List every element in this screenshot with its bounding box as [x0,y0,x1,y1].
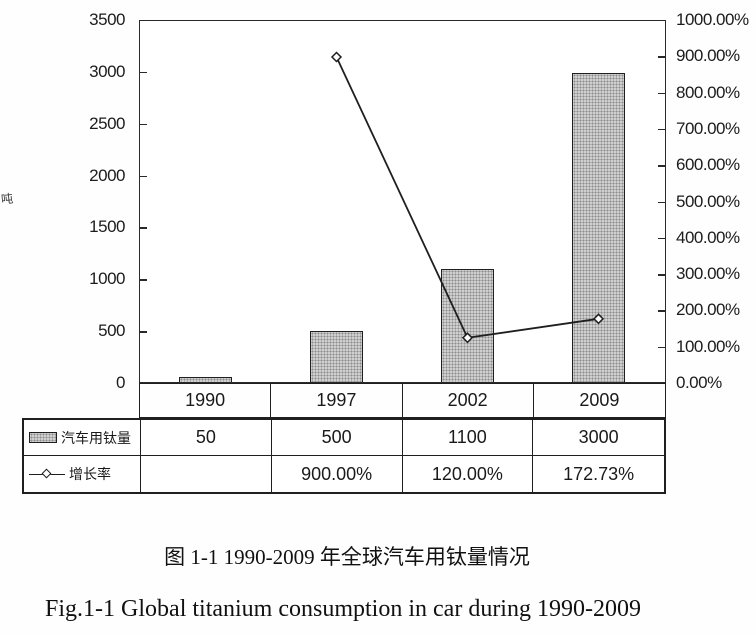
left-axis-tick-label: 500 [98,321,125,341]
table-value-cell: 3000 [533,420,664,456]
diamond-marker [330,51,343,63]
legend-cell-bar-swatch: 汽车用钛量 [24,420,141,456]
right-axis-tick-mark [658,237,665,240]
table-value-cell: 120.00% [403,456,534,492]
bar-2009 [572,73,625,382]
left-axis-tick-mark [140,175,147,178]
table-value-cell: 500 [271,420,403,456]
table-value-cell [141,456,272,492]
right-axis-tick-label: 700.00% [676,118,740,138]
right-axis-tick-mark [658,165,665,167]
x-axis-label-row: 1990 1997 2002 2009 [139,383,666,418]
right-axis-tick-mark [658,56,665,58]
right-axis-tick-label: 100.00% [676,336,740,356]
right-axis-tick-label: 500.00% [676,191,740,211]
left-axis-tick-mark [140,279,147,281]
table-value-cell: 1100 [402,420,534,456]
legend-label: 增长率 [69,466,111,482]
left-axis-tick-mark [140,227,147,230]
right-axis-tick-label: 1000.00% [676,10,749,29]
left-axis-tick-mark [140,123,147,126]
right-axis-tick-mark [658,92,665,95]
plot-area [139,20,666,383]
bar-swatch-icon [29,432,57,443]
left-axis-tick-mark [140,331,147,333]
legend-diamond [41,468,52,479]
growth-rate-line-series [330,51,605,344]
figure-caption-zh: 图 1-1 1990-2009 年全球汽车用钛量情况 [164,545,530,569]
table-value-cell: 172.73% [563,463,635,484]
table-value-cell: 900.00% [272,456,403,492]
figure-caption-en: Fig.1-1 Global titanium consumption in c… [45,596,641,622]
right-axis-tick-mark [658,274,665,276]
left-axis-tick-label: 1500 [89,217,125,237]
x-axis-label-2002: 2002 [403,384,534,417]
growth-rate-line [335,56,599,339]
right-axis-tick-label: 600.00% [676,155,740,175]
diamond-marker [592,313,605,325]
right-axis-tick-label: 900.00% [676,46,740,66]
legend-cell-line-marker: 增长率 [24,456,141,492]
left-axis-tick-label: 0 [116,373,125,392]
data-table: 汽车用钛量 50 500 1100 3000 增长率 900.00% 120.00% 172.7… [22,418,666,494]
left-axis-tick-label: 1000 [89,269,125,289]
line-diamond-icon [29,468,65,480]
legend-label: 汽车用钛量 [61,429,131,446]
bar-1997 [310,330,363,382]
bar-2002 [441,268,494,382]
left-axis-tick-label: 2500 [89,113,125,133]
right-axis-tick-label: 300.00% [676,264,740,284]
left-axis-tick-label: 3500 [89,10,125,29]
left-axis-unit-label: 吨 [0,191,14,207]
x-axis-label-1997: 1997 [271,384,403,417]
x-axis-label-2009: 2009 [579,390,620,410]
left-axis-tick-mark [140,71,147,74]
right-axis-tick-mark [658,310,665,312]
right-axis-tick-label: 800.00% [676,82,740,102]
bar-1990 [179,376,232,382]
right-axis-tick-mark [658,346,665,349]
right-axis-tick-mark [658,128,665,131]
right-axis-tick-label: 400.00% [676,227,740,247]
diamond-marker [461,332,474,344]
table-value-cell: 50 [141,420,272,456]
right-axis-tick-label: 200.00% [676,300,740,320]
x-axis-label-1990: 1990 [140,384,272,417]
right-axis-tick-mark [658,201,665,204]
right-axis-tick-label: 0.00% [676,373,722,392]
left-axis-tick-label: 2000 [89,165,125,185]
left-axis-tick-label: 3000 [89,61,125,81]
